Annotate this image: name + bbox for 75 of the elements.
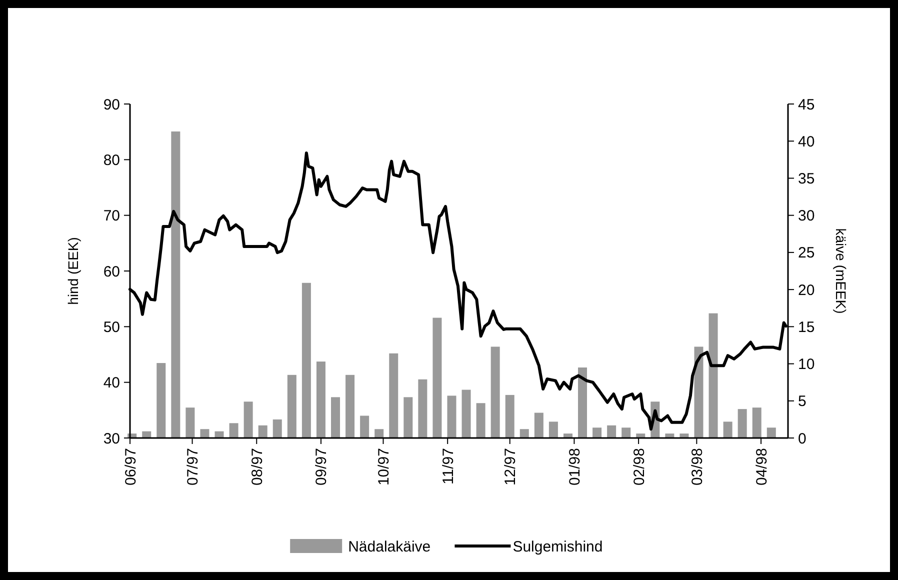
bar (520, 429, 529, 438)
y-tick-label: 40 (103, 374, 120, 392)
x-tick-label: 01/98 (566, 448, 584, 486)
y-tick-label: 30 (103, 430, 120, 448)
y2-tick-label: 35 (798, 170, 815, 188)
bar (214, 431, 224, 438)
bar (287, 374, 296, 438)
bar (374, 429, 384, 438)
bar (738, 409, 747, 438)
x-tick-label: 12/97 (502, 448, 520, 486)
bar (578, 367, 588, 438)
y-tick-label: 80 (103, 152, 120, 169)
y-tick-label: 50 (103, 318, 120, 336)
bar (346, 374, 355, 438)
bar (156, 363, 166, 438)
bar (607, 425, 616, 438)
bar (258, 425, 268, 438)
y2-tick-label: 0 (798, 430, 806, 448)
legend-label: Sulgemishind (512, 538, 603, 556)
bar (360, 416, 370, 438)
bar (548, 422, 558, 438)
bar (229, 423, 238, 438)
bar (665, 434, 674, 438)
y2-tick-label: 40 (798, 133, 815, 150)
x-tick-label: 03/98 (688, 448, 706, 486)
bar (302, 282, 311, 438)
bar (186, 408, 195, 438)
bar (404, 397, 413, 438)
bar (462, 390, 471, 438)
y-tick-label: 90 (103, 96, 120, 114)
x-tick-label: 07/97 (184, 448, 202, 486)
bar (636, 434, 646, 438)
bar (490, 346, 500, 438)
bar (708, 313, 718, 438)
bar (418, 379, 428, 438)
x-tick-label: 10/97 (375, 448, 392, 486)
y2-tick-label: 20 (798, 282, 815, 299)
bar (432, 318, 442, 438)
y2-tick-label: 25 (798, 244, 815, 262)
bar (563, 434, 572, 438)
x-tick-label: 09/97 (313, 448, 330, 486)
y-tick-label: 70 (103, 208, 120, 225)
x-tick-label: 02/98 (630, 448, 648, 486)
bar (200, 429, 210, 438)
bar (622, 428, 631, 438)
bar (142, 431, 152, 438)
bar (723, 422, 732, 438)
bar (505, 394, 514, 438)
y2-tick-label: 5 (798, 393, 806, 410)
bar (447, 396, 456, 438)
bar (316, 362, 326, 438)
y2-tick-label: 30 (798, 208, 815, 225)
x-tick-label: 06/97 (122, 448, 140, 486)
bar (330, 397, 340, 438)
bar (389, 353, 398, 438)
y-tick-label: 60 (103, 263, 120, 280)
bar (592, 428, 602, 438)
bar (752, 408, 762, 438)
bar (244, 402, 253, 438)
bar (476, 403, 486, 438)
x-tick-label: 11/97 (440, 448, 457, 484)
bar (694, 346, 704, 438)
bar (766, 428, 776, 438)
y2-tick-label: 10 (798, 356, 815, 374)
y2-tick-label: 15 (798, 318, 815, 336)
x-tick-label: 08/97 (248, 448, 266, 486)
y-axis-title: hind (EEK) (65, 237, 81, 305)
bar (534, 412, 544, 438)
bar (272, 419, 282, 438)
y2-tick-label: 45 (798, 96, 815, 114)
x-tick-label: 04/98 (753, 448, 770, 486)
y2-axis-title: käive (mEEK) (833, 228, 849, 314)
bar (680, 434, 689, 438)
bar (171, 131, 180, 438)
legend-label: Nädalakäive (348, 538, 431, 556)
